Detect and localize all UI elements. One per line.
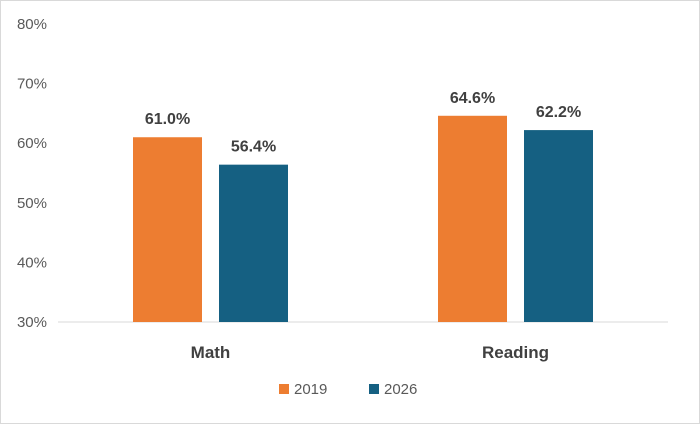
data-label: 64.6% — [450, 90, 495, 107]
y-tick-label: 40% — [17, 254, 47, 271]
y-tick-label: 50% — [17, 195, 47, 212]
bar-math-2019 — [133, 137, 202, 322]
y-tick-label: 30% — [17, 314, 47, 331]
y-tick-label: 70% — [17, 76, 47, 93]
bar-reading-2026 — [524, 130, 593, 322]
legend-swatch-2026 — [369, 384, 379, 394]
x-tick-label: Reading — [482, 343, 549, 362]
x-tick-label: Math — [191, 343, 231, 362]
legend-label: 2019 — [294, 381, 327, 398]
legend-label: 2026 — [384, 381, 417, 398]
data-label: 56.4% — [231, 139, 276, 156]
bar-math-2026 — [219, 164, 288, 322]
y-axis: 30% 40% 50% 60% 70% 80% — [17, 16, 47, 331]
x-axis: Math Reading — [191, 343, 549, 362]
y-tick-label: 60% — [17, 135, 47, 152]
data-label: 62.2% — [536, 104, 581, 121]
y-tick-label: 80% — [17, 16, 47, 33]
bars: 61.0% 56.4% 64.6% 62.2% — [133, 90, 593, 322]
bar-reading-2019 — [438, 115, 507, 322]
legend: 2019 2026 — [279, 381, 417, 398]
legend-swatch-2019 — [279, 384, 289, 394]
data-label: 61.0% — [145, 111, 190, 128]
